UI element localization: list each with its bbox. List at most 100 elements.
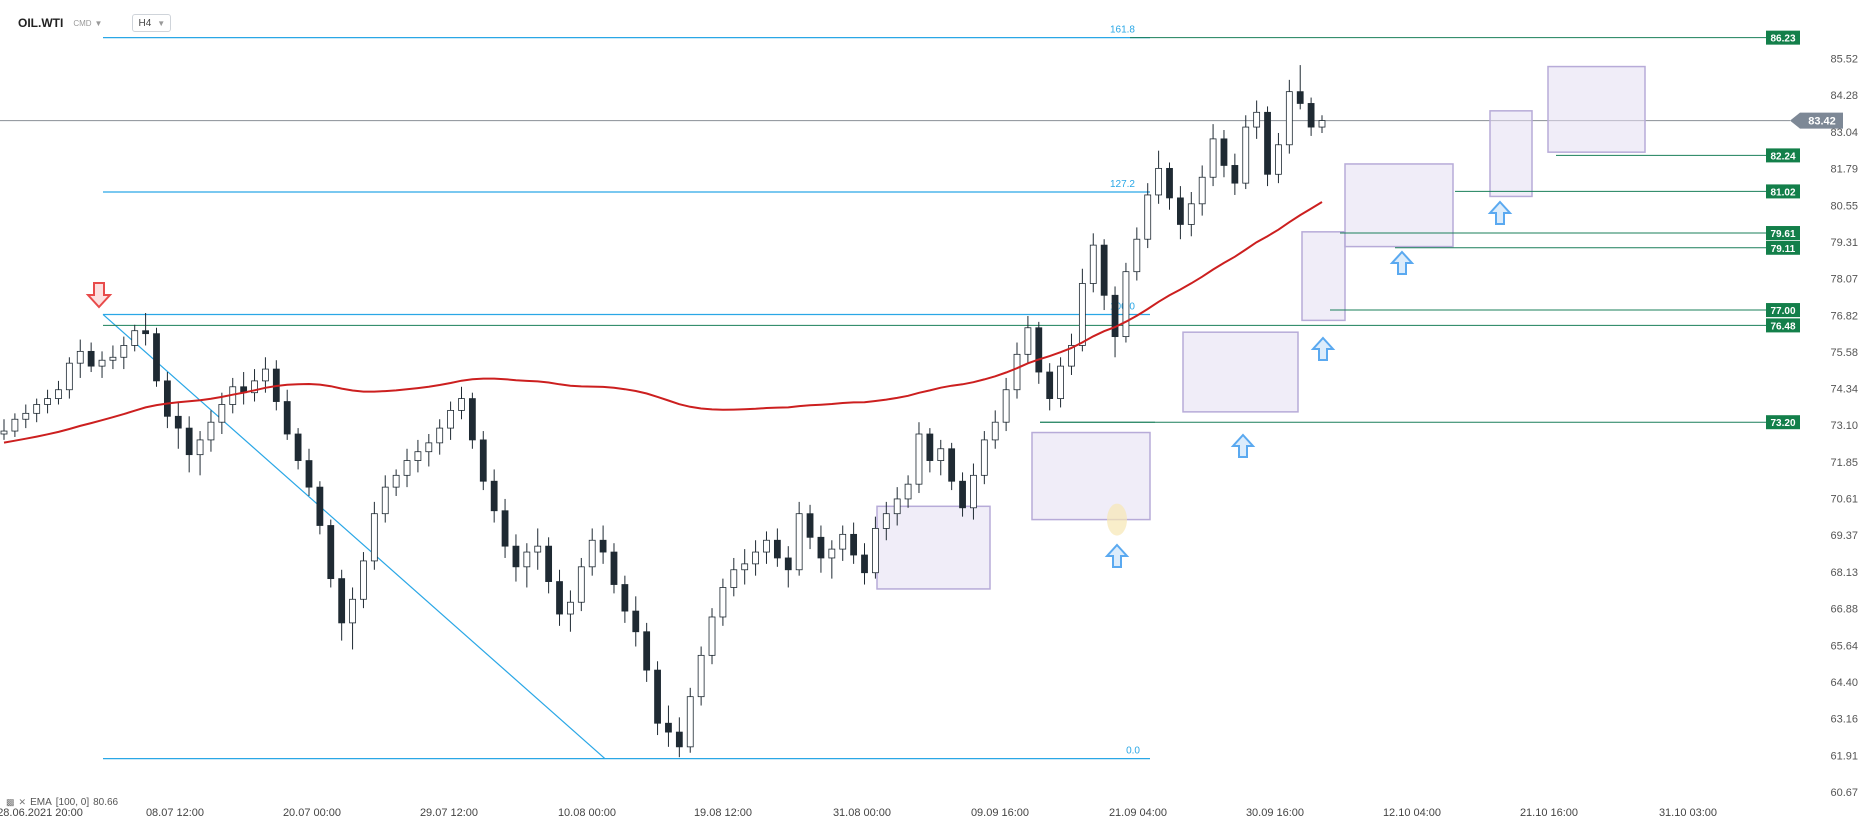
candle-body (719, 587, 727, 618)
candle-body (316, 486, 324, 526)
candle-body (207, 421, 215, 441)
candle-body (1111, 294, 1119, 338)
chart-toolbar: OIL.WTI CMD ▼ H4 ▼ (18, 13, 172, 33)
consolidation-zone (876, 505, 991, 590)
candle-body (1209, 138, 1217, 178)
time-tick-label: 31.08 00:00 (833, 807, 891, 819)
candle-body (262, 368, 269, 382)
candle-body (1133, 238, 1141, 273)
candle-body (1220, 138, 1228, 166)
candle-body (1046, 371, 1054, 399)
candle-body (872, 528, 879, 574)
time-tick-label: 28.06.2021 20:00 (0, 807, 83, 819)
price-tick-label: 68.13 (1830, 567, 1858, 579)
current-price-value: 83.42 (1808, 116, 1836, 128)
candle-body (392, 474, 400, 488)
highlight-marker (1107, 503, 1127, 536)
market-tag[interactable]: CMD ▼ (73, 19, 102, 28)
candle-body (512, 545, 520, 568)
candle-body (784, 557, 792, 571)
candle-body (218, 404, 226, 423)
candle-body (501, 510, 509, 547)
candle-body (621, 584, 629, 612)
candle-body (665, 722, 672, 733)
timeframe-select[interactable]: H4 ▼ (132, 14, 172, 32)
candle-body (882, 513, 890, 529)
candle-body (33, 404, 41, 414)
candle-body (1013, 353, 1021, 391)
candle-body (1264, 111, 1271, 175)
candle-body (360, 560, 367, 600)
candle-body (980, 439, 988, 476)
candle-body (1177, 197, 1184, 225)
candle-body (120, 345, 128, 358)
candle-body (349, 598, 356, 624)
price-tick-label: 65.64 (1830, 640, 1858, 652)
timeframe-label: H4 (138, 17, 152, 29)
candle-body (65, 362, 73, 391)
eye-icon[interactable]: ▩ (6, 797, 15, 807)
price-tick-label: 79.31 (1830, 237, 1858, 249)
candle-body (1155, 167, 1163, 196)
candle-body (490, 480, 498, 512)
ema-line (3, 201, 1323, 444)
candle-body (556, 581, 563, 615)
price-tick-label: 78.07 (1830, 273, 1858, 285)
candle-body (926, 433, 934, 461)
arrow-up-icon (1104, 543, 1130, 568)
time-tick-label: 20.07 00:00 (283, 807, 341, 819)
time-tick-label: 08.07 12:00 (146, 807, 204, 819)
time-tick-label: 31.10 03:00 (1659, 807, 1717, 819)
consolidation-zone (1301, 231, 1346, 322)
candle-body (436, 427, 444, 444)
candle-body (534, 545, 542, 553)
consolidation-zone (1547, 65, 1646, 153)
candle-body (839, 533, 847, 550)
price-tick-label: 70.61 (1830, 494, 1858, 506)
candle-body (937, 448, 945, 461)
price-level-badge (1766, 184, 1800, 199)
price-axis: 85.52 84.28 83.04 81.79 80.55 79.31 78.07 76.82… (1830, 54, 1858, 799)
price-level-badge (1766, 303, 1800, 318)
symbol-label[interactable]: OIL.WTI (18, 16, 64, 30)
price-level-value: 81.02 (1770, 187, 1795, 198)
candle-body (370, 513, 378, 562)
candle-body (1078, 283, 1086, 346)
close-icon[interactable]: ✕ (18, 797, 27, 807)
price-tick-label: 76.82 (1830, 310, 1858, 322)
candle-body (861, 554, 868, 574)
candle-body (1068, 345, 1075, 367)
consolidation-zone (1344, 163, 1454, 248)
candle-body (763, 539, 770, 553)
price-level-badge (1766, 30, 1800, 45)
time-tick-label: 09.09 16:00 (971, 807, 1029, 819)
price-tick-label: 61.91 (1830, 750, 1858, 762)
fib-level-label: 161.8 (1110, 25, 1135, 36)
price-level-badge (1766, 148, 1800, 163)
price-tick-label: 81.79 (1830, 164, 1858, 176)
price-tick-label: 60.67 (1830, 787, 1858, 799)
time-tick-label: 30.09 16:00 (1246, 807, 1304, 819)
candle-body (55, 389, 62, 399)
price-level-value: 73.20 (1770, 418, 1795, 429)
ema-100-line (3, 201, 1323, 444)
candle-body (915, 433, 923, 485)
time-tick-label: 10.08 00:00 (558, 807, 616, 819)
price-level-value: 76.48 (1770, 321, 1795, 332)
candle-body (850, 533, 858, 556)
price-tick-label: 83.04 (1830, 127, 1858, 139)
candle-body (588, 539, 596, 568)
fib-level-label: 0.0 (1126, 746, 1140, 757)
candle-body (1187, 203, 1195, 225)
candle-body (806, 513, 814, 538)
candle-body (1035, 327, 1043, 373)
candle-body (44, 398, 51, 405)
time-tick-label: 19.08 12:00 (694, 807, 752, 819)
candle-body (795, 513, 803, 571)
time-tick-label: 21.10 16:00 (1520, 807, 1578, 819)
candle-body (327, 525, 335, 580)
consolidation-zone (1489, 110, 1533, 198)
time-tick-label: 12.10 04:00 (1383, 807, 1441, 819)
candle-body (185, 427, 193, 456)
